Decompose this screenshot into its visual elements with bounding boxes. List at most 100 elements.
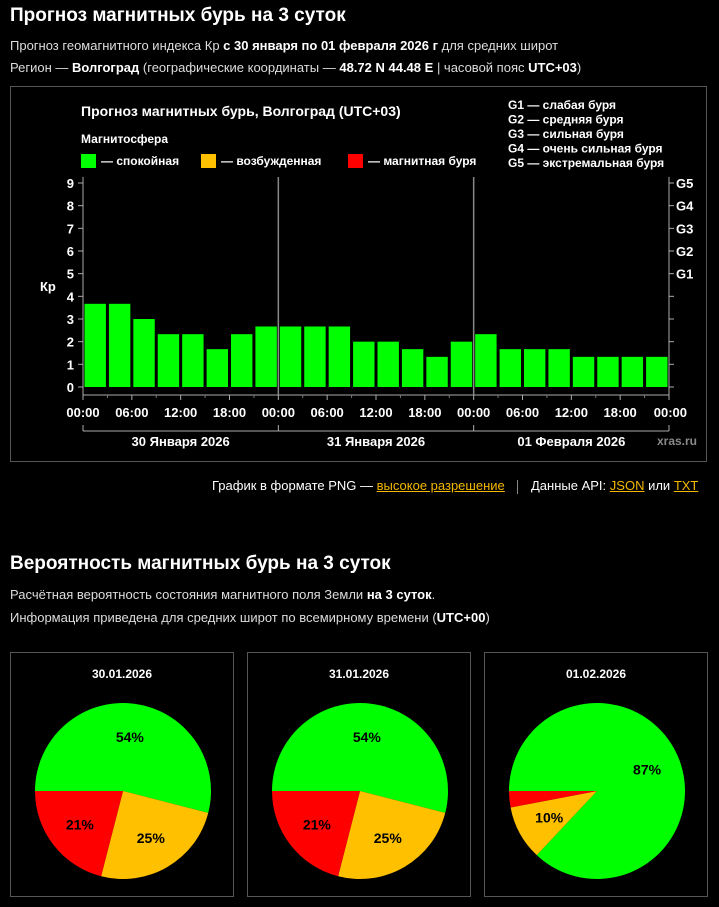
g-scale-legend-item: G4 — очень сильная буря	[508, 142, 663, 156]
download-links: График в формате PNG — высокое разрешени…	[212, 478, 698, 494]
kp-bar	[377, 341, 399, 387]
prob-tz-prefix: Информация приведена для средних широт п…	[10, 610, 437, 625]
x-tick-label: 18:00	[213, 405, 246, 420]
kp-bar	[597, 356, 619, 387]
kp-bar	[646, 356, 668, 387]
legend-swatch	[348, 154, 363, 168]
pie-slice-storm	[272, 791, 360, 877]
png-high-res-link[interactable]: высокое разрешение	[376, 478, 505, 493]
forecast-desc-suffix: для средних широт	[441, 38, 559, 53]
region-coords: 48.72 N 44.48 E	[339, 60, 434, 75]
pie-card-1: 30.01.2026 54% 25% 21%	[10, 652, 234, 897]
g-tick-label: G5	[676, 176, 693, 191]
pie-label-storm: 21%	[303, 816, 332, 832]
pie-label-active: 10%	[535, 809, 564, 825]
x-tick-label: 00:00	[66, 405, 99, 420]
pie-label-active: 25%	[137, 830, 166, 846]
kp-bar	[450, 341, 473, 387]
forecast-date-range: с 30 января по 01 февраля 2026 г	[223, 38, 439, 53]
y-tick-label: 6	[67, 244, 74, 259]
pie-date: 01.02.2026	[565, 667, 627, 681]
json-link[interactable]: JSON	[609, 478, 645, 493]
y-tick-label: 9	[67, 176, 74, 191]
links-divider	[517, 479, 519, 494]
pie-card-3: 01.02.2026 87% 10%	[484, 652, 708, 897]
y-tick-label: 4	[67, 289, 75, 304]
prob-tz-bold: UTC+00	[436, 610, 486, 625]
prob-tz-end: )	[485, 610, 490, 625]
x-tick-label: 06:00	[115, 405, 148, 420]
api-prefix: Данные API:	[531, 478, 607, 493]
pie-date: 30.01.2026	[91, 667, 153, 681]
pie-slice-active	[101, 791, 209, 879]
y-axis-label: Кр	[40, 279, 56, 294]
x-tick-label: 00:00	[262, 405, 295, 420]
x-tick-label: 12:00	[555, 405, 588, 420]
pie-slice-storm	[35, 791, 123, 877]
pie-slice-quiet	[35, 703, 211, 813]
region-end: )	[576, 60, 582, 75]
legend-title: Магнитосфера	[81, 132, 168, 146]
pie-label-active: 25%	[374, 830, 403, 846]
region-city: Волгоград	[71, 60, 140, 75]
y-tick-label: 0	[67, 380, 74, 395]
g-scale-legend-item: G5 — экстремальная буря	[508, 156, 664, 170]
pie-chart: 87% 10%	[509, 703, 685, 879]
x-tick-label: 18:00	[604, 405, 637, 420]
kp-bar	[328, 326, 351, 387]
kp-chart-svg: Прогноз магнитных бурь, Волгоград (UTC+0…	[40, 98, 697, 449]
kp-bar	[108, 303, 131, 387]
probability-timezone-note: Информация приведена для средних широт п…	[10, 610, 490, 625]
pie-label-quiet: 54%	[353, 729, 382, 745]
kp-bar	[133, 319, 155, 387]
x-tick-label: 12:00	[359, 405, 392, 420]
kp-bar	[572, 356, 595, 387]
g-tick-label: G2	[676, 244, 693, 259]
x-tick-label: 06:00	[506, 405, 539, 420]
pie-slice-active	[338, 791, 446, 879]
kp-bar	[304, 326, 326, 387]
kp-bar	[255, 326, 277, 387]
legend-label: — магнитная буря	[368, 154, 476, 168]
watermark: xras.ru	[657, 434, 697, 448]
x-tick-label: 18:00	[408, 405, 441, 420]
kp-bar	[621, 356, 644, 387]
y-tick-label: 8	[67, 199, 74, 214]
txt-link[interactable]: TXT	[673, 478, 699, 493]
region-description: Регион — Волгоград (географические коорд…	[10, 60, 581, 75]
x-tick-label: 00:00	[457, 405, 490, 420]
forecast-description: Прогноз геомагнитного индекса Кр с 30 ян…	[10, 38, 558, 53]
kp-bar	[279, 326, 302, 387]
forecast-desc-prefix: Прогноз геомагнитного индекса Кр	[10, 38, 220, 53]
pie-slice-active	[510, 791, 597, 856]
kp-bar	[475, 334, 497, 387]
x-tick-label: 06:00	[311, 405, 344, 420]
day-label: 31 Января 2026	[327, 434, 425, 449]
kp-bar	[206, 349, 228, 387]
kp-bar	[84, 303, 106, 387]
day-label: 30 Января 2026	[132, 434, 230, 449]
page-title: Прогноз магнитных бурь на 3 суток	[10, 5, 346, 26]
pie-label-storm: 21%	[66, 816, 95, 832]
pie-label-quiet: 87%	[633, 761, 662, 777]
g-tick-label: G3	[676, 221, 693, 236]
kp-bar	[231, 334, 253, 387]
prob-desc-bold: на 3 суток	[366, 587, 432, 602]
or-text: или	[648, 478, 671, 493]
probability-description: Расчётная вероятность состояния магнитно…	[10, 587, 435, 602]
g-scale-legend-item: G2 — средняя буря	[508, 113, 624, 127]
x-tick-label: 00:00	[654, 405, 687, 420]
legend-swatch	[81, 154, 96, 168]
legend-label: — возбужденная	[221, 154, 321, 168]
region-tz: UTC+03	[528, 60, 577, 75]
pie-chart: 54% 25% 21%	[272, 703, 448, 879]
pie-card-2: 31.01.2026 54% 25% 21%	[247, 652, 471, 897]
g-scale-legend-item: G1 — слабая буря	[508, 98, 616, 112]
kp-bar	[499, 349, 521, 387]
prob-desc-prefix: Расчётная вероятность состояния магнитно…	[10, 587, 364, 602]
chart-title: Прогноз магнитных бурь, Волгоград (UTC+0…	[81, 103, 401, 119]
pie-slice-quiet	[272, 703, 448, 813]
pie-chart: 54% 25% 21%	[35, 703, 211, 879]
pie-label-quiet: 54%	[116, 729, 145, 745]
y-tick-label: 3	[67, 312, 74, 327]
